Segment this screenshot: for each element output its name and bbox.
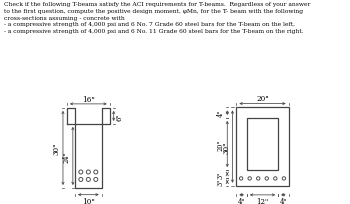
Text: 10": 10"	[82, 197, 95, 204]
Text: Check if the following T-beams satisfy the ACI requirements for T-beams.  Regard: Check if the following T-beams satisfy t…	[4, 2, 310, 34]
Text: 20": 20"	[217, 139, 225, 150]
Text: 4": 4"	[217, 110, 225, 117]
Text: 16": 16"	[82, 95, 95, 103]
Bar	[236, 108, 289, 186]
Text: 20": 20"	[256, 95, 269, 103]
Text: 3": 3"	[217, 178, 225, 186]
Text: 3": 3"	[217, 171, 225, 178]
Text: 4": 4"	[238, 197, 245, 204]
Bar	[247, 118, 278, 170]
Text: 30": 30"	[52, 142, 61, 154]
Text: 24": 24"	[62, 150, 70, 162]
Text: 12": 12"	[256, 197, 269, 204]
Text: 30": 30"	[222, 141, 230, 153]
Text: 4": 4"	[280, 197, 287, 204]
Text: 6": 6"	[116, 112, 124, 120]
